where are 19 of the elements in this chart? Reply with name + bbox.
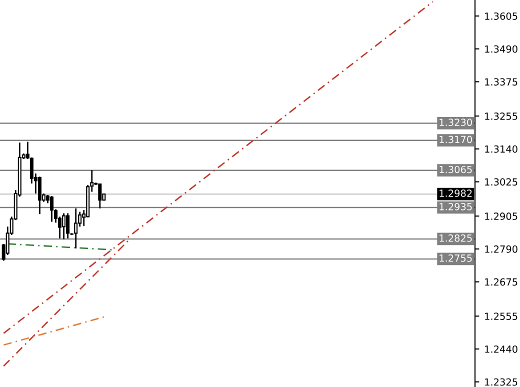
y-tick-label: 1.2555 xyxy=(485,312,518,320)
y-tick-label: 1.3140 xyxy=(485,145,518,153)
y-tick-label: 1.2790 xyxy=(485,245,518,253)
y-tick-label: 1.3490 xyxy=(485,45,518,53)
y-tick-label: 1.3605 xyxy=(485,12,518,20)
ref-line-label: 1.2755 xyxy=(440,254,472,262)
y-tick-label: 1.3255 xyxy=(485,112,518,120)
ref-line-label: 1.3170 xyxy=(440,136,472,144)
ref-line-label: 1.2982 xyxy=(440,190,472,197)
ref-line-label: 1.2935 xyxy=(440,202,472,210)
y-tick-label: 1.2440 xyxy=(485,345,518,353)
ref-line-label: 1.2825 xyxy=(440,234,472,242)
y-tick-label: 1.3375 xyxy=(485,78,518,86)
ref-line-label: 1.3065 xyxy=(440,166,472,174)
y-tick-label: 1.3025 xyxy=(485,178,518,186)
y-tick-label: 1.2675 xyxy=(485,278,518,286)
ref-line-label: 1.3230 xyxy=(440,118,472,126)
y-tick-label: 1.2905 xyxy=(485,212,518,220)
y-tick-label: 1.2325 xyxy=(485,378,518,386)
